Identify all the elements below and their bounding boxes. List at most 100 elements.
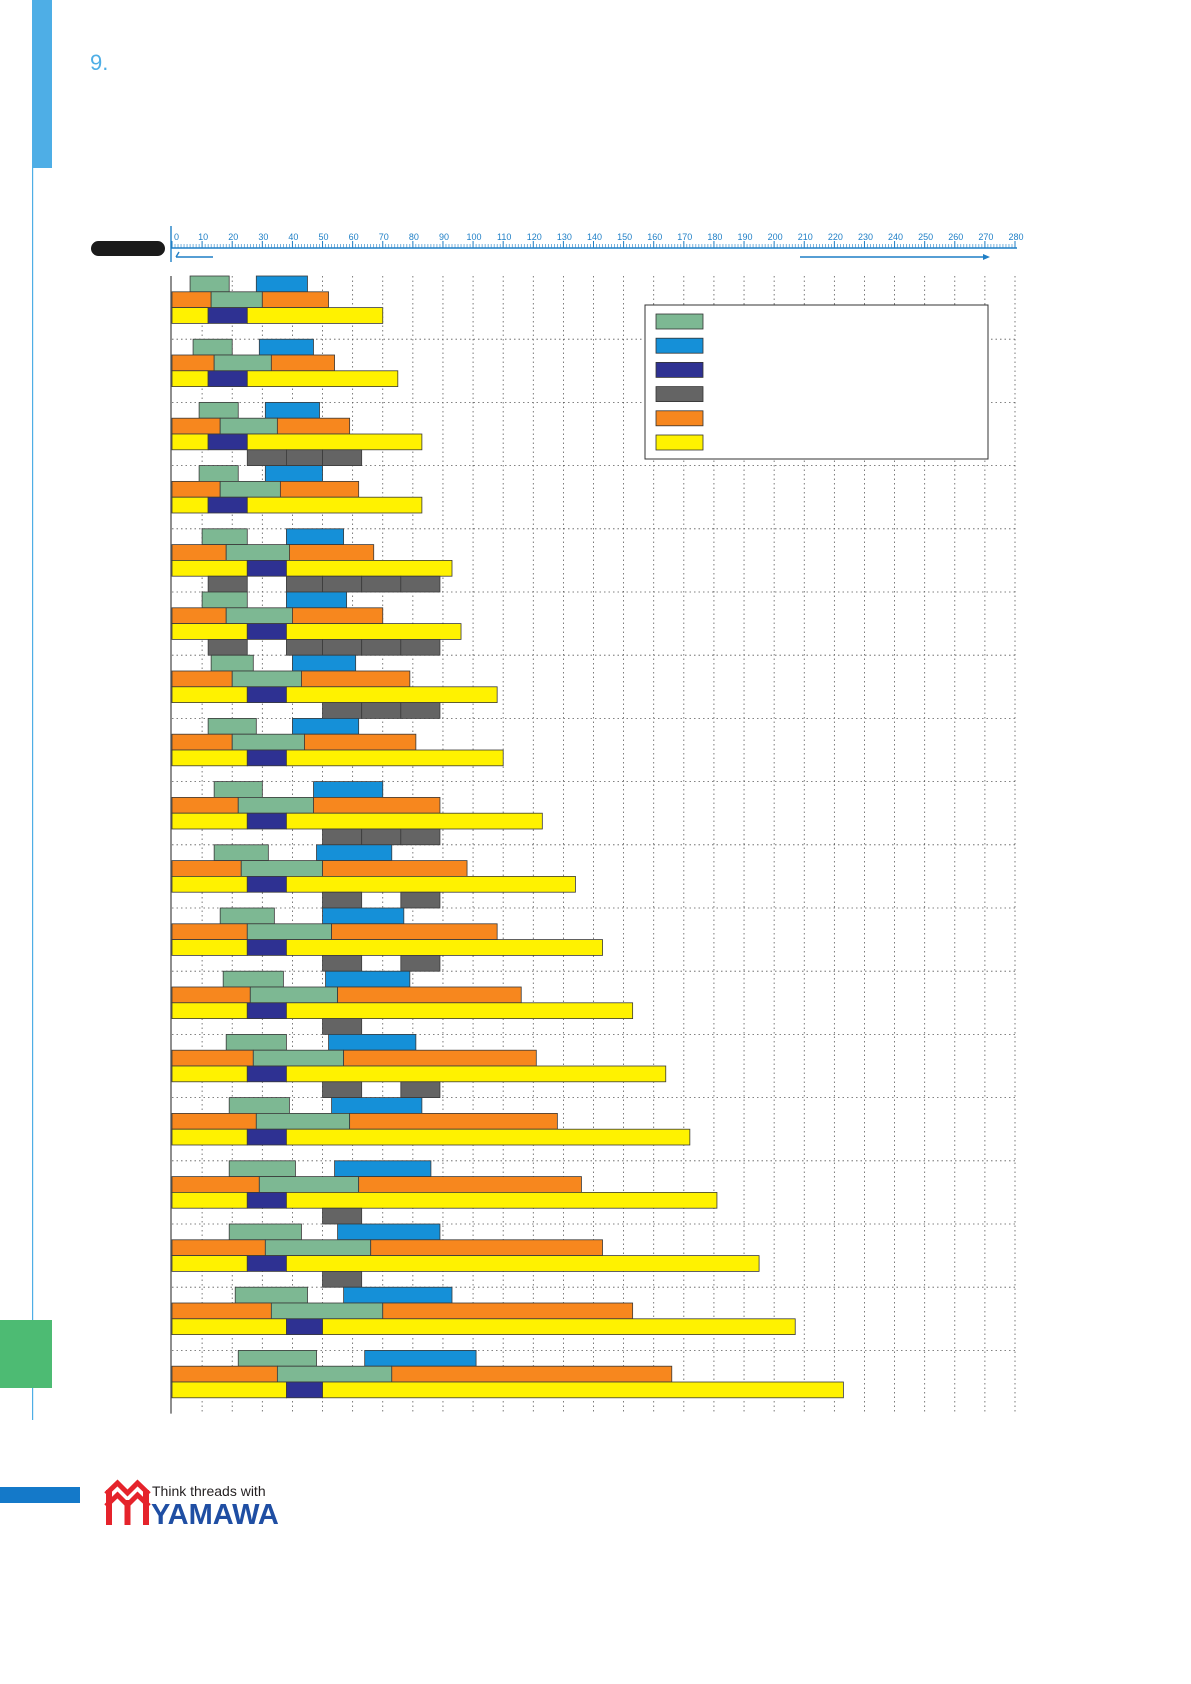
bar-segment [286,1002,634,1019]
legend-swatch [655,434,704,451]
bar-segment [264,465,323,482]
x-tick-label: 240 [888,232,903,242]
bar-segment [189,275,230,293]
legend [644,304,989,460]
bar-segment [322,907,405,925]
legend-swatch [655,386,704,403]
left-direction-arrow [175,251,213,258]
x-tick-label: 170 [677,232,692,242]
section-tab-blue [32,0,52,168]
bar-segment [322,1081,363,1099]
x-tick-label: 200 [768,232,783,242]
bar-segment [322,828,363,846]
x-tick-label: 30 [258,232,268,242]
logo-wordmark: YAMAWA [151,1499,279,1531]
bar-segment [322,891,363,909]
bar-segment [171,307,209,324]
bar-segment [276,417,351,435]
bar-segment [400,575,441,593]
x-tick-label: 120 [527,232,542,242]
bar-segment [171,480,221,498]
x-tick-label: 110 [497,232,511,242]
bar-segment [198,465,239,482]
x-tick-label: 270 [978,232,993,242]
bar-segment [207,370,248,387]
bar-segment [246,370,399,387]
legend-swatch [655,313,704,330]
bar-segment [289,544,375,561]
bar-segment [171,876,248,893]
bar-segment [246,876,287,893]
x-tick-label: 280 [1008,232,1023,242]
bar-segment [400,891,441,909]
bar-segment [171,923,248,940]
bar-segment [219,480,281,498]
bar-group [171,275,384,324]
x-tick-label: 50 [319,232,329,242]
x-tick-label: 220 [828,232,843,242]
bar-segment [225,544,290,561]
bar-segment [246,1192,287,1209]
bar-segment [286,449,323,466]
bar-segment [322,449,363,466]
bar-group [171,528,453,593]
bar-segment [246,433,423,451]
bar-segment [222,970,284,988]
bar-segment [400,639,441,656]
bar-segment [255,1113,351,1130]
bar-segment [286,1128,691,1146]
bar-segment [286,1255,760,1272]
bar-segment [246,1255,287,1272]
x-tick-label: 180 [707,232,722,242]
bar-group [171,654,498,719]
bar-segment [237,1350,317,1367]
bar-group [171,1350,844,1399]
bar-segment [171,1365,278,1383]
bar-segment [286,639,323,656]
bar-segment [171,544,227,561]
bar-segment [219,907,275,925]
x-tick-label: 260 [948,232,963,242]
bar-segment [171,1239,266,1257]
bar-segment [252,1049,345,1067]
x-tick-label: 10 [198,232,208,242]
x-tick-label: 70 [379,232,389,242]
bar-segment [171,1318,287,1336]
bar-segment [286,528,345,545]
side-tab-green [0,1320,52,1388]
bar-segment [258,1176,360,1193]
bar-segment [322,575,363,593]
bar-segment [286,1065,667,1083]
bar-segment [279,480,360,498]
x-tick-label: 160 [647,232,662,242]
bar-segment [219,417,278,435]
bar-segment [171,1128,248,1146]
bar-segment [171,291,212,308]
bar-segment [171,860,242,877]
bar-segment [246,939,287,956]
bar-segment [258,338,314,356]
bar-segment [313,781,384,798]
bar-segment [331,1097,423,1114]
bar-segment [255,275,308,293]
bar-segment [240,860,323,877]
bar-segment [213,844,269,861]
bar-segment [171,812,248,830]
bar-segment [207,575,248,593]
x-tick-label: 130 [557,232,572,242]
bar-segment [246,923,332,940]
bar-segment [207,496,248,514]
bar-segment [231,733,305,751]
bar-segment [228,1097,290,1114]
bar-segment [171,1049,254,1067]
bar-segment [207,718,257,735]
unit-label-badge [91,241,165,256]
bar-segment [198,401,239,419]
x-tick-label: 80 [409,232,419,242]
bar-group [171,338,399,387]
bar-group [171,970,634,1035]
bar-segment [246,307,384,324]
bar-segment [286,1192,718,1209]
